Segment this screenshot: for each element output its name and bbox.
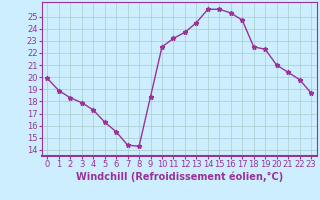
X-axis label: Windchill (Refroidissement éolien,°C): Windchill (Refroidissement éolien,°C) [76,172,283,182]
